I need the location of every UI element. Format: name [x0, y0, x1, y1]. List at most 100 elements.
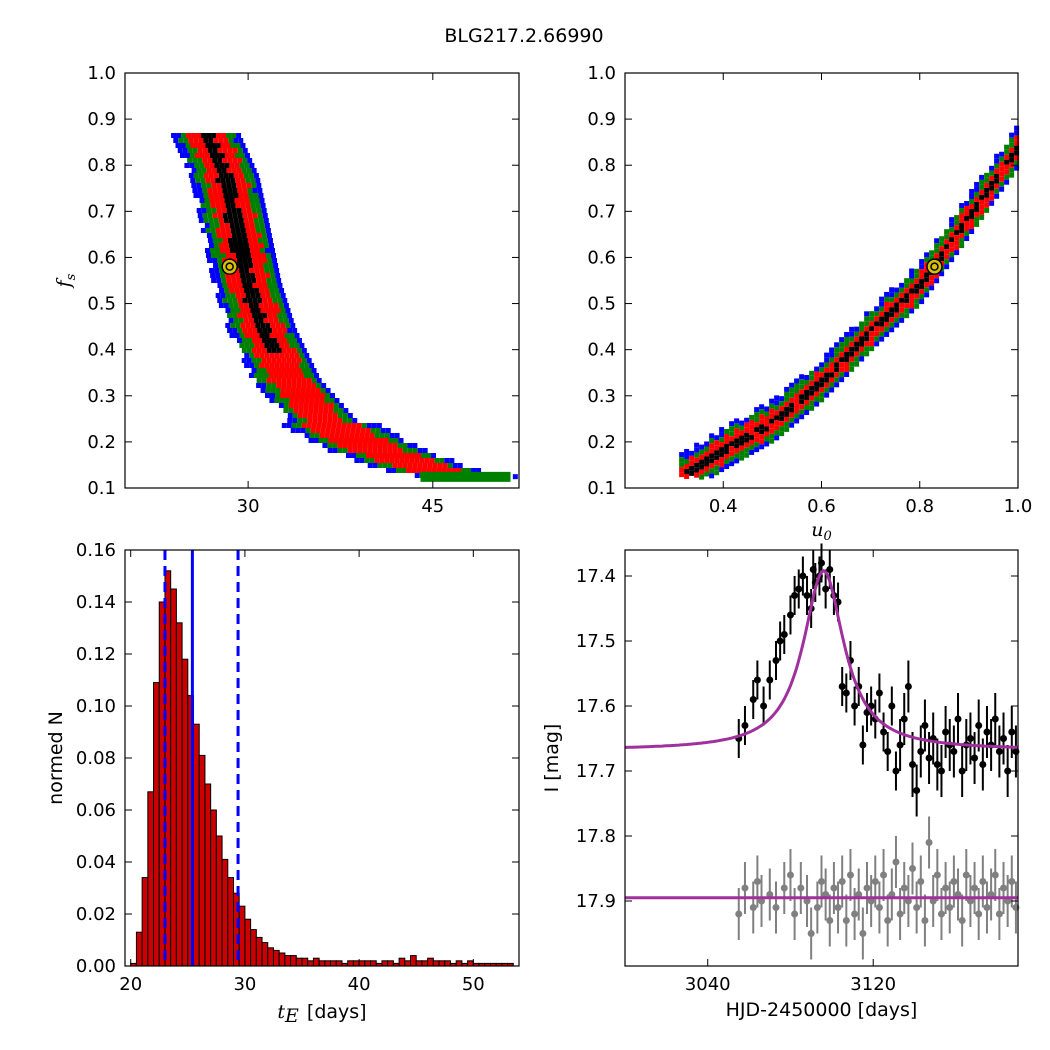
heatmap-cell	[834, 372, 840, 378]
heatmap-cell	[245, 273, 251, 278]
heatmap-cell	[924, 287, 930, 293]
heatmap-cell	[292, 418, 298, 423]
heatmap-cell	[220, 143, 226, 148]
heatmap-cell	[275, 273, 281, 278]
y-axis-label-base: f	[53, 277, 75, 289]
heatmap-cell	[288, 373, 294, 378]
heatmap-cell	[239, 223, 245, 228]
heatmap-cell	[874, 306, 880, 312]
heatmap-cell	[387, 463, 393, 468]
heatmap-cell	[824, 382, 830, 388]
x-tick-label: 30	[237, 496, 260, 517]
heatmap-cell	[979, 174, 985, 180]
heatmap-cell	[305, 393, 311, 398]
heatmap-cell	[328, 438, 334, 443]
heatmap-cell	[954, 245, 960, 251]
data-point	[888, 702, 896, 710]
heatmap-cell	[209, 268, 215, 273]
heatmap-cell	[919, 274, 925, 280]
heatmap-cell	[247, 313, 253, 318]
heatmap-cell	[969, 213, 975, 219]
heatmap-cell	[248, 318, 254, 323]
heatmap-cell	[432, 463, 438, 468]
heatmap-cell	[789, 397, 795, 403]
heatmap-cell	[233, 318, 239, 323]
heatmap-cell	[186, 133, 192, 138]
heatmap-cell	[315, 388, 321, 393]
heatmap-cell	[944, 229, 950, 235]
heatmap-cell	[1004, 154, 1010, 160]
heatmap-cell	[253, 318, 259, 323]
heatmap-cell	[809, 400, 815, 406]
histogram-bar	[427, 957, 434, 967]
heatmap-cell	[979, 209, 985, 215]
data-point	[933, 761, 941, 768]
heatmap-cell	[265, 388, 271, 393]
heatmap-cell	[341, 423, 347, 428]
heatmap-cell	[979, 199, 985, 205]
heatmap-cell	[884, 326, 890, 332]
heatmap-cell	[263, 243, 269, 248]
heatmap-cell	[739, 435, 745, 441]
heatmap-cell	[424, 458, 430, 463]
heatmap-cell	[794, 408, 800, 414]
heatmap-cell	[704, 471, 710, 477]
heatmap-cell	[247, 188, 253, 193]
heatmap-cell	[278, 373, 284, 378]
heatmap-cell	[814, 371, 820, 377]
heatmap-cell	[361, 423, 367, 428]
heatmap-cell	[435, 471, 441, 482]
heatmap-cell	[346, 423, 352, 428]
heatmap-cell	[252, 283, 258, 288]
heatmap-cell	[231, 278, 237, 283]
heatmap-cell	[261, 378, 267, 383]
histogram-bar	[370, 960, 377, 967]
heatmap-cell	[229, 288, 235, 293]
heatmap-cell	[233, 193, 239, 198]
heatmap-cell	[233, 303, 239, 308]
heatmap-cell	[266, 348, 272, 353]
histogram-bar	[432, 960, 440, 967]
heatmap-cell	[919, 299, 925, 305]
heatmap-cell	[325, 393, 331, 398]
heatmap-cell	[964, 221, 970, 227]
data-point	[979, 761, 987, 768]
heatmap-cell	[250, 323, 256, 328]
heatmap-cell	[277, 283, 283, 288]
heatmap-cell	[253, 173, 259, 178]
heatmap-cell	[208, 138, 214, 143]
heatmap-cell	[220, 228, 226, 233]
heatmap-cell	[247, 158, 253, 163]
heatmap-cell	[209, 198, 215, 203]
histogram-bar	[204, 783, 212, 967]
heatmap-cell	[929, 250, 935, 256]
heatmap-cell	[296, 378, 302, 383]
heatmap-cell	[1004, 164, 1010, 170]
heatmap-cell	[240, 203, 246, 208]
heatmap-cell	[849, 361, 855, 367]
heatmap-cell	[386, 453, 392, 458]
heatmap-cell	[989, 170, 995, 176]
heatmap-cell	[929, 255, 935, 261]
heatmap-cell	[719, 442, 725, 448]
heatmap-cell	[819, 392, 825, 398]
heatmap-cell	[275, 388, 281, 393]
heatmap-cell	[342, 448, 348, 453]
heatmap-cell	[1014, 125, 1020, 131]
heatmap-cell	[194, 153, 200, 158]
heatmap-cell	[200, 178, 206, 183]
data-point	[838, 878, 846, 885]
heatmap-cell	[774, 405, 780, 411]
heatmap-cell	[367, 463, 373, 468]
heatmap-cell	[283, 373, 289, 378]
heatmap-cell	[450, 471, 456, 482]
heatmap-cell	[724, 439, 730, 445]
heatmap-cell	[303, 408, 309, 413]
heatmap-cell	[286, 358, 292, 363]
heatmap-cell	[230, 323, 236, 328]
heatmap-cell	[729, 421, 735, 427]
heatmap-cell	[249, 198, 255, 203]
heatmap-cell	[217, 238, 223, 243]
heatmap-cell	[455, 471, 461, 482]
heatmap-cell	[789, 417, 795, 423]
